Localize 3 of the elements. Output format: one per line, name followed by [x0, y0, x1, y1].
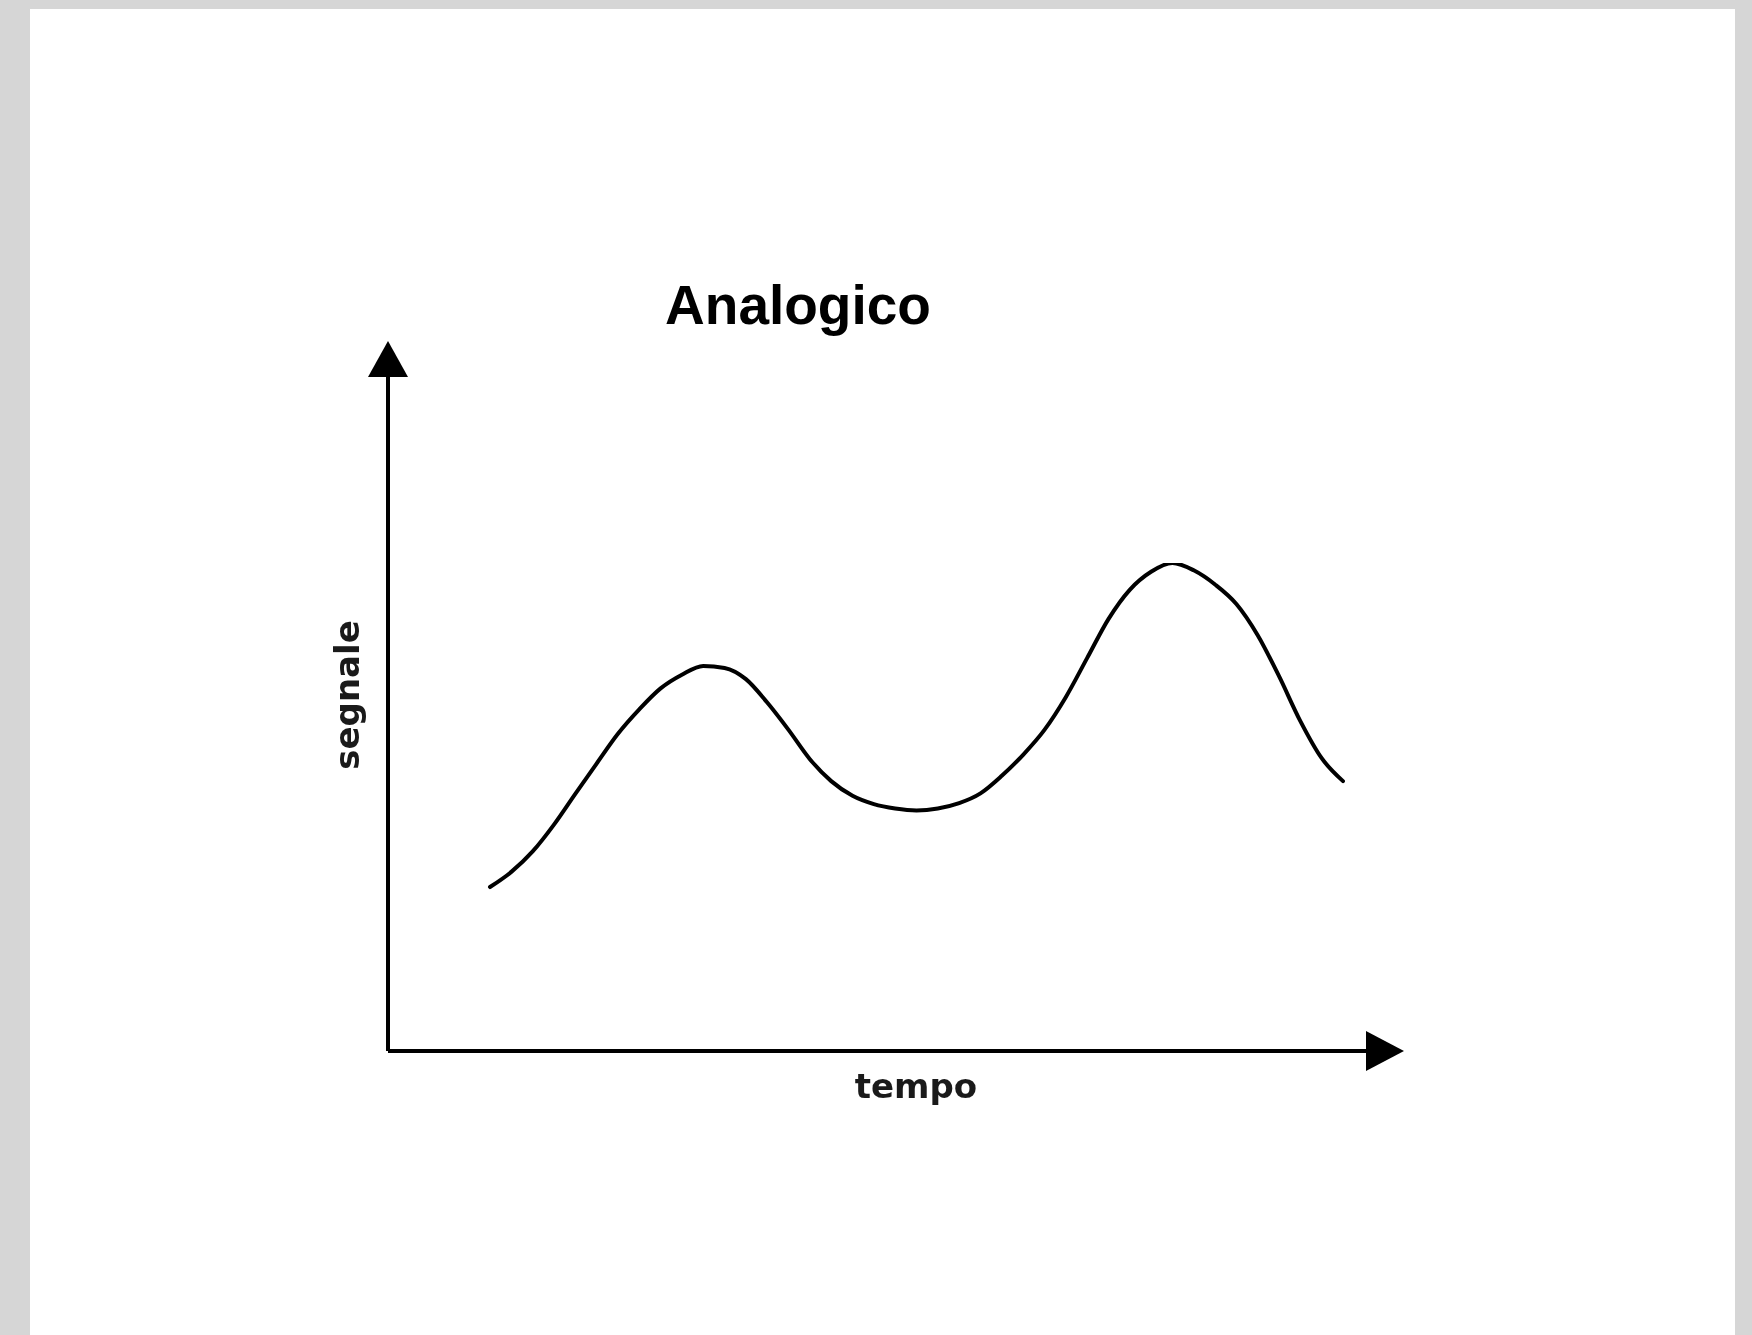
y-axis-title: segnale: [327, 620, 367, 770]
x-axis-title: tempo: [854, 1066, 978, 1106]
chart-title: Analogico: [665, 274, 931, 336]
